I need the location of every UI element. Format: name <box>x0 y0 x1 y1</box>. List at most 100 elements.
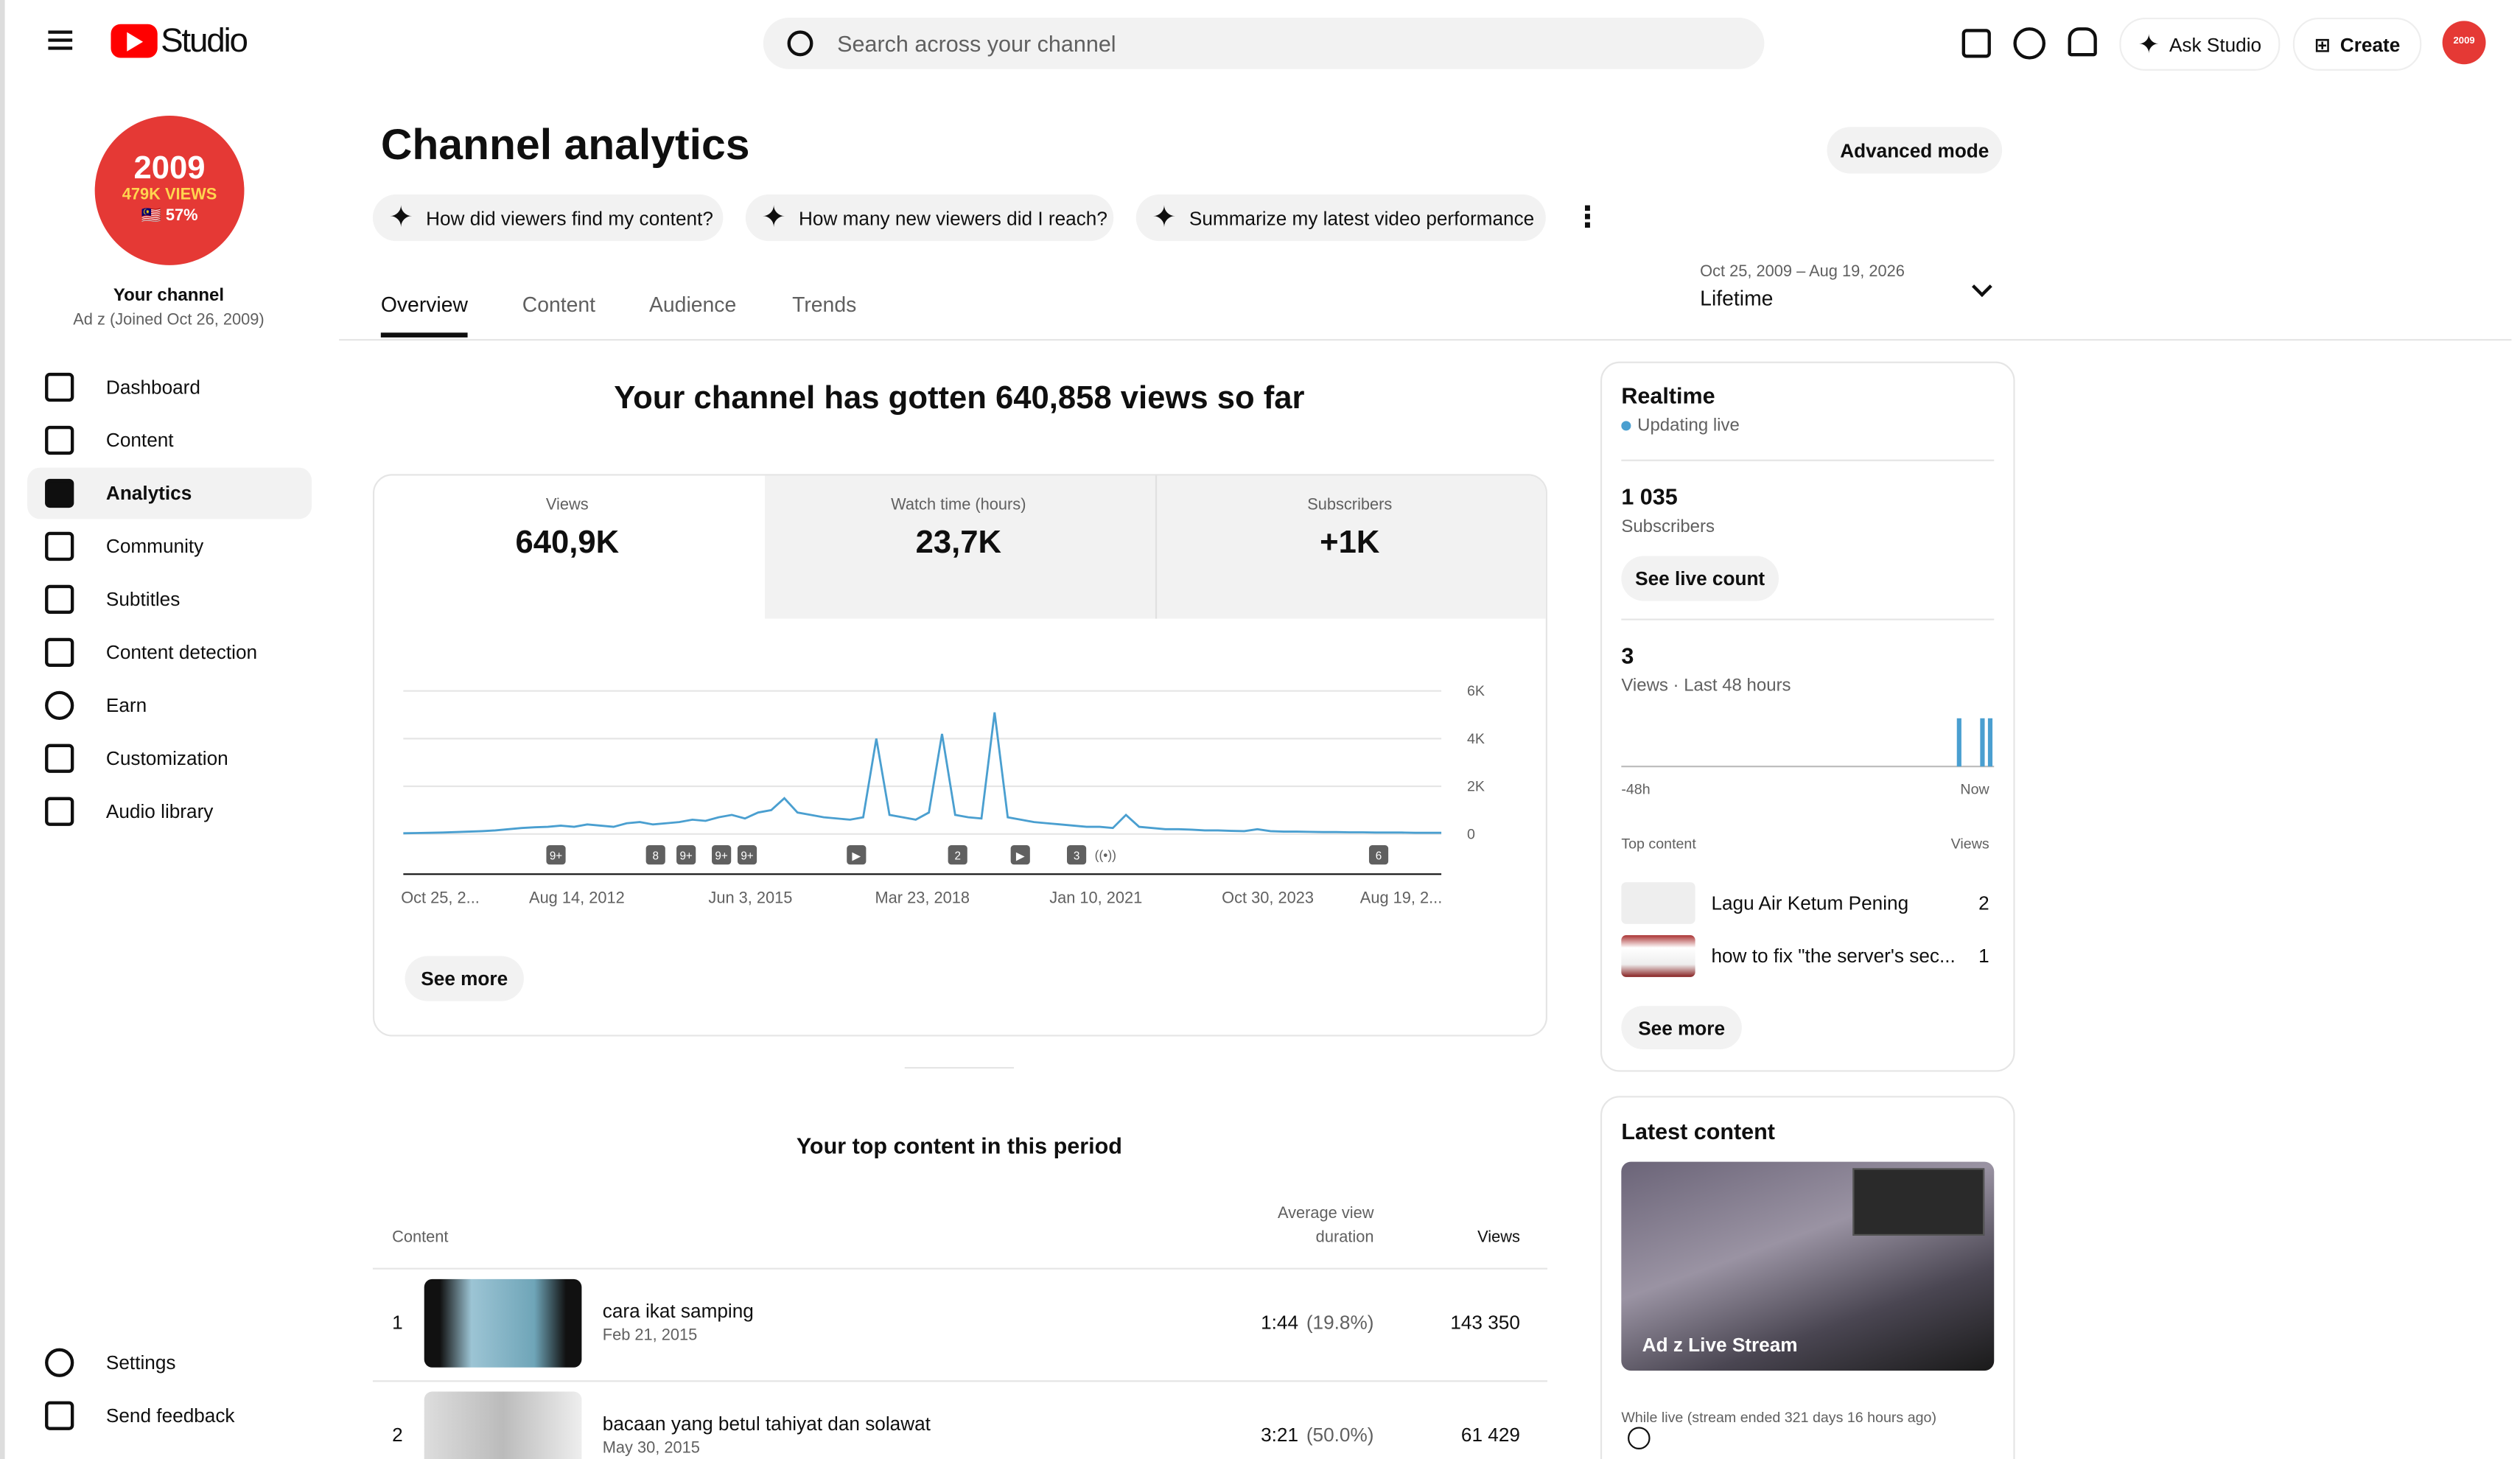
menu-button[interactable] <box>48 30 73 34</box>
latest-card <box>1600 1096 2015 1459</box>
rt-thumbnail[interactable] <box>1621 882 1695 924</box>
metric-value[interactable]: +1K <box>1320 525 1380 561</box>
row-views: 61 429 <box>1460 1424 1520 1446</box>
row-title[interactable]: cara ikat samping <box>602 1300 754 1323</box>
header-content: Content <box>392 1229 449 1248</box>
tab[interactable]: Audience <box>649 292 737 317</box>
rt-bar <box>1980 718 1985 767</box>
rt-bar <box>1987 718 1993 767</box>
realtime-see-more[interactable]: See more <box>1621 1006 1742 1049</box>
nav-item[interactable]: Settings <box>105 1351 176 1374</box>
row-divider <box>372 1267 1548 1270</box>
nav-item[interactable]: Audio library <box>105 800 214 823</box>
row-thumbnail[interactable] <box>424 1278 582 1368</box>
x-tick-label: Jun 3, 2015 <box>708 889 792 907</box>
account-avatar[interactable]: 2009 <box>2442 21 2486 65</box>
row-duration: 1:44 <box>1261 1311 1299 1334</box>
suggestion-chip[interactable]: ✦ How did viewers find my content? <box>372 194 724 242</box>
event-marker-label: 6 <box>1376 850 1382 863</box>
rt-thumbnail[interactable] <box>1621 935 1695 977</box>
latest-note: While live (stream ended 321 days 16 hou… <box>1621 1409 1936 1426</box>
advanced-mode-button[interactable]: Advanced mode <box>1827 127 2003 174</box>
nav-icon <box>45 531 74 561</box>
notifications-icon[interactable] <box>2068 27 2097 57</box>
see-live-count-button[interactable]: See live count <box>1621 556 1779 601</box>
info-icon[interactable] <box>1628 1427 1651 1449</box>
suggestion-chip[interactable]: ✦ Summarize my latest video performance <box>1135 194 1546 242</box>
x-tick-label: Jan 10, 2021 <box>1049 889 1142 907</box>
metric-label: Watch time (hours) <box>891 496 1026 514</box>
nav-icon <box>45 744 74 773</box>
latest-video-title[interactable]: Ad z Live Stream <box>1642 1333 1798 1357</box>
logo-text[interactable]: Studio <box>161 22 248 60</box>
row-divider <box>372 1380 1548 1382</box>
ask-studio-button[interactable]: ✦ Ask Studio <box>2119 17 2281 71</box>
date-range[interactable]: Oct 25, 2009 – Aug 19, 2026 <box>1700 263 1905 281</box>
section-divider <box>904 1066 1015 1069</box>
row-rank: 2 <box>392 1424 403 1446</box>
metric-value[interactable]: 640,9K <box>515 525 620 561</box>
views-line <box>403 712 1442 835</box>
views-chart: 0 2K 4K 6K 9+ 8 9+ 9+ 9+ ▶ 2 ▶ 3 ((•)) 6 Oct 25, 2... Au… <box>401 683 1995 907</box>
messages-icon[interactable] <box>1961 29 1991 58</box>
event-marker <box>712 845 732 865</box>
suggestion-chip[interactable]: ✦ How many new viewers did I reach? <box>745 194 1114 242</box>
x-tick-label: Aug 19, 2... <box>1360 889 1443 907</box>
row-rank: 1 <box>392 1311 403 1334</box>
row-title[interactable]: bacaan yang betul tahiyat dan solawat <box>602 1412 931 1435</box>
event-marker <box>1066 845 1087 865</box>
more-options[interactable]: ⋮ <box>1572 200 1603 234</box>
nav-item[interactable]: Customization <box>105 747 228 770</box>
x-tick-label: Aug 14, 2012 <box>529 889 625 907</box>
realtime-divider <box>1621 459 1995 461</box>
suggestion-label: Summarize my latest video performance <box>1189 206 1535 229</box>
search-placeholder[interactable]: Search across your channel <box>837 30 1116 57</box>
row-thumbnail[interactable] <box>424 1391 582 1459</box>
see-more-button[interactable]: See more <box>405 956 524 1001</box>
nav-item[interactable]: Earn <box>105 694 147 717</box>
suggestion-label: How did viewers find my content? <box>426 206 713 229</box>
period[interactable]: Lifetime <box>1700 286 1774 310</box>
top-content-label: Top content <box>1621 835 1696 852</box>
event-marker-label: 9+ <box>679 850 692 863</box>
nav-item[interactable]: Content <box>105 429 174 452</box>
channel-avatar[interactable]: 2009 479K VIEWS 🇲🇾 57% <box>94 116 245 265</box>
metric-value[interactable]: 23,7K <box>915 525 1001 561</box>
metric-label: Subscribers <box>1307 496 1393 514</box>
nav-icon <box>45 797 74 826</box>
tab[interactable]: Trends <box>792 292 857 317</box>
nav-item[interactable]: Community <box>105 535 204 558</box>
event-marker <box>676 845 696 865</box>
realtime-card <box>1600 361 2015 1072</box>
rt-item-title[interactable]: how to fix "the server's sec... <box>1711 945 1956 968</box>
row-percent: (50.0%) <box>1306 1424 1374 1446</box>
header-avg-2: duration <box>1315 1229 1374 1248</box>
nav-item[interactable]: Dashboard <box>105 376 200 399</box>
event-marker <box>847 845 867 865</box>
row-date: May 30, 2015 <box>602 1439 700 1458</box>
nav-item[interactable]: Subtitles <box>105 588 181 611</box>
tab[interactable]: Content <box>522 292 596 317</box>
nav-icon <box>45 1348 74 1377</box>
nav-icon <box>45 584 74 615</box>
nav-icon <box>45 690 74 720</box>
rt-item-title[interactable]: Lagu Air Ketum Pening <box>1711 892 1909 914</box>
event-marker <box>546 845 566 865</box>
avatar-year: 2009 <box>133 150 206 186</box>
search-box[interactable] <box>763 17 1765 69</box>
nav-item[interactable]: Send feedback <box>105 1404 235 1427</box>
top-views-header: Views <box>1950 835 1989 852</box>
realtime-views-label: Views · Last 48 hours <box>1621 676 1791 696</box>
sparkle-icon: ✦ <box>1152 200 1177 234</box>
y-tick-label: 4K <box>1467 731 1485 747</box>
y-tick-label: 0 <box>1467 826 1475 842</box>
ask-studio-label: Ask Studio <box>2169 32 2262 56</box>
create-button[interactable]: ⊞ Create <box>2292 17 2422 71</box>
overview-card <box>372 474 1548 1037</box>
nav-item[interactable]: Analytics <box>105 482 192 505</box>
tab[interactable]: Overview <box>380 292 468 317</box>
nav-item[interactable]: Content detection <box>105 641 258 664</box>
help-icon[interactable] <box>2013 27 2046 60</box>
